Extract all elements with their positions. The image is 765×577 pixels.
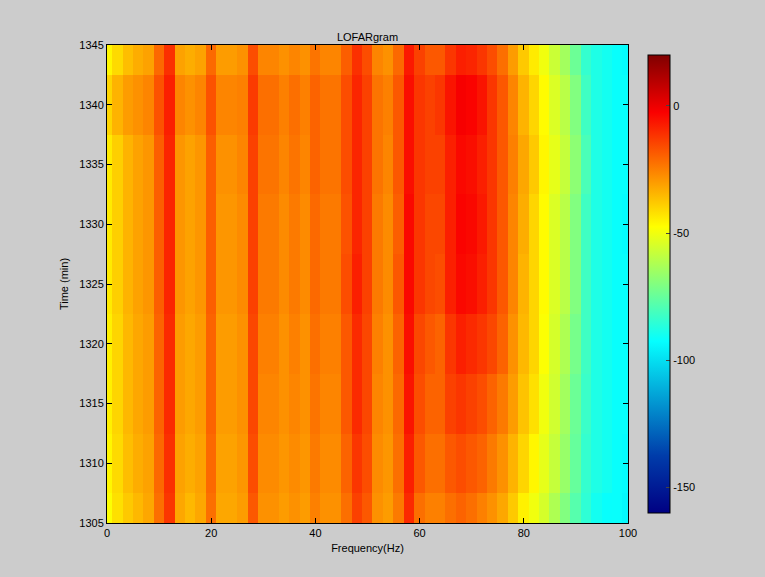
svg-text:1335: 1335 — [79, 158, 103, 170]
svg-text:1340: 1340 — [79, 99, 103, 111]
svg-text:-150: -150 — [673, 481, 695, 493]
svg-text:Frequency(Hz): Frequency(Hz) — [331, 542, 404, 554]
svg-text:100: 100 — [619, 527, 637, 539]
svg-text:-100: -100 — [673, 354, 695, 366]
svg-text:20: 20 — [205, 527, 217, 539]
svg-text:0: 0 — [104, 527, 110, 539]
svg-text:1310: 1310 — [79, 457, 103, 469]
svg-text:1315: 1315 — [79, 397, 103, 409]
svg-text:-50: -50 — [673, 227, 689, 239]
svg-text:Time (min): Time (min) — [58, 258, 70, 310]
svg-text:1345: 1345 — [79, 39, 103, 51]
svg-text:1305: 1305 — [79, 517, 103, 529]
svg-text:1325: 1325 — [79, 278, 103, 290]
svg-text:1330: 1330 — [79, 218, 103, 230]
svg-text:0: 0 — [673, 100, 679, 112]
svg-text:1320: 1320 — [79, 338, 103, 350]
svg-text:80: 80 — [518, 527, 530, 539]
svg-text:40: 40 — [309, 527, 321, 539]
svg-text:60: 60 — [413, 527, 425, 539]
svg-text:LOFARgram: LOFARgram — [337, 31, 398, 43]
